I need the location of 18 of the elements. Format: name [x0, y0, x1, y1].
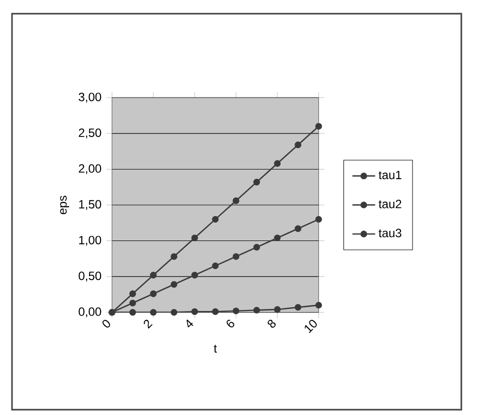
- y-tick-label: 0,50: [78, 272, 102, 282]
- x-tick-label: 0: [102, 320, 110, 328]
- x-axis-title: t: [214, 344, 217, 353]
- y-tick-label: 0,00: [78, 307, 102, 318]
- legend-label: tau1: [378, 170, 402, 180]
- x-tick-label: 2: [144, 320, 153, 329]
- x-tick-label: 8: [268, 320, 276, 328]
- x-tick-label: 10: [304, 320, 317, 334]
- y-tick-label: 1,00: [79, 236, 102, 246]
- legend-label: tau2: [378, 200, 402, 208]
- legend-label: tau3: [378, 228, 402, 238]
- y-tick-label: 1,50: [79, 200, 102, 210]
- x-tick-label: 6: [226, 320, 234, 328]
- y-tick-label: 2,00: [78, 164, 102, 174]
- y-tick-label: 2,50: [78, 128, 102, 138]
- y-tick-label: 3,00: [78, 92, 102, 103]
- y-axis-title: eps: [60, 196, 70, 214]
- x-tick-label: 4: [186, 320, 194, 328]
